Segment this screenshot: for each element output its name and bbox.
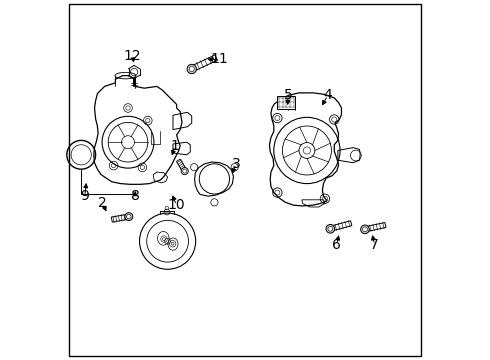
Bar (277, 96, 295, 109)
Text: 12: 12 (124, 49, 142, 63)
Text: 3: 3 (232, 157, 241, 171)
Circle shape (326, 225, 335, 233)
Circle shape (361, 225, 369, 234)
Polygon shape (191, 55, 218, 72)
Circle shape (126, 215, 131, 219)
Text: 5: 5 (284, 89, 293, 102)
Text: 8: 8 (131, 189, 140, 203)
Polygon shape (111, 214, 129, 222)
Polygon shape (365, 222, 386, 232)
Circle shape (187, 64, 196, 74)
Text: 9: 9 (80, 189, 89, 203)
Circle shape (189, 67, 195, 72)
Circle shape (183, 169, 187, 173)
Text: 11: 11 (211, 53, 229, 66)
Text: 7: 7 (370, 238, 379, 252)
Circle shape (181, 167, 188, 175)
Text: 2: 2 (98, 197, 107, 210)
Polygon shape (330, 221, 352, 231)
Circle shape (125, 213, 133, 221)
Text: 1: 1 (171, 139, 179, 153)
Text: 4: 4 (323, 89, 332, 102)
Circle shape (328, 226, 333, 231)
Polygon shape (176, 159, 187, 172)
Circle shape (140, 213, 196, 269)
Circle shape (363, 227, 368, 232)
Text: 10: 10 (168, 198, 185, 212)
Text: 6: 6 (332, 238, 341, 252)
